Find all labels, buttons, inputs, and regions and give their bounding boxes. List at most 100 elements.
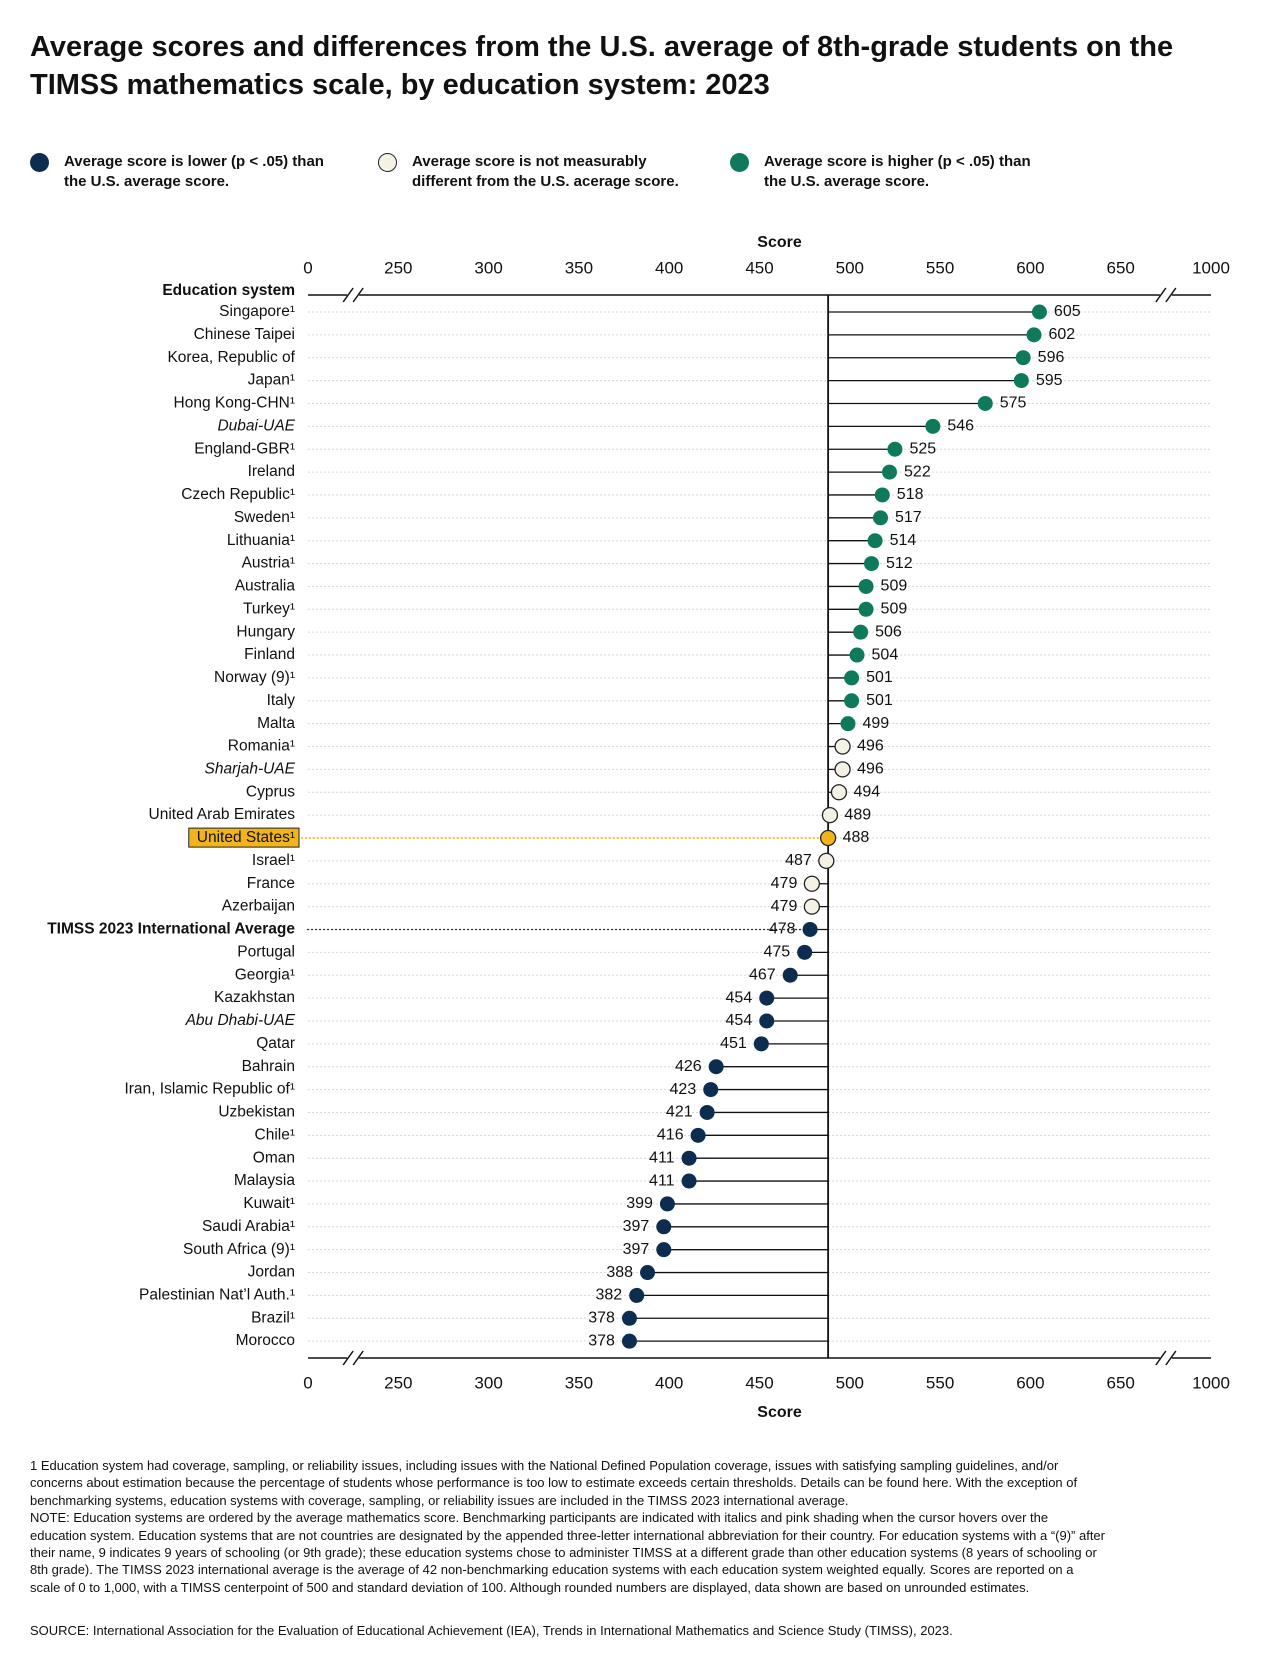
value-label: 575 (1000, 395, 1027, 412)
dot (759, 990, 775, 1006)
category-label: France (247, 875, 295, 892)
dot (830, 784, 848, 801)
x-tick-label: 1000 (1192, 258, 1230, 277)
category-label: Oman (253, 1149, 295, 1166)
category-label: Israel¹ (252, 852, 295, 869)
value-label: 416 (657, 1127, 684, 1144)
legend-label: Average score is higher (p < .05) than t… (764, 153, 1031, 190)
axis-break-mark (1155, 1350, 1167, 1366)
legend-marker (730, 153, 749, 172)
x-axis-title: Score (757, 234, 802, 251)
x-tick-label: 250 (384, 258, 412, 277)
category-label: Morocco (236, 1332, 295, 1349)
category-label: Jordan (248, 1264, 295, 1281)
dot (882, 464, 898, 480)
x-tick-label: 650 (1107, 1373, 1135, 1392)
axis-break-gap (1159, 292, 1172, 298)
source: SOURCE: International Association for th… (30, 1623, 953, 1638)
category-label: South Africa (9)¹ (183, 1241, 295, 1258)
category-label: Lithuania¹ (227, 532, 295, 549)
dot (753, 1036, 769, 1052)
dot (844, 670, 860, 686)
dot (1031, 304, 1047, 320)
x-tick-label: 550 (926, 258, 954, 277)
dot (803, 898, 821, 915)
category-label: Kuwait¹ (243, 1195, 295, 1212)
x-tick-label: 650 (1107, 258, 1135, 277)
category-label: Sweden¹ (234, 509, 295, 526)
value-label: 421 (666, 1104, 693, 1121)
value-label: 518 (897, 486, 924, 503)
axis-break-mark (342, 287, 354, 303)
value-label: 382 (595, 1287, 622, 1304)
category-label: Saudi Arabia¹ (202, 1218, 295, 1235)
axis-break-gap (347, 1355, 360, 1361)
axis-break-mark (1165, 287, 1177, 303)
value-label: 522 (904, 463, 931, 480)
x-tick-label: 350 (565, 1373, 593, 1392)
category-label: Malta (257, 715, 295, 732)
dot (858, 578, 874, 594)
category-label: Italy (267, 692, 296, 709)
dot (759, 1013, 775, 1029)
value-label: 509 (881, 578, 908, 595)
dot (858, 601, 874, 617)
category-label: Singapore¹ (219, 303, 295, 320)
dot (629, 1287, 645, 1303)
value-label: 423 (670, 1081, 697, 1098)
value-label: 475 (763, 944, 790, 961)
dot (925, 418, 941, 434)
legend-label: Average score is lower (p < .05) than th… (64, 153, 324, 190)
dot (640, 1265, 656, 1281)
dot (977, 395, 993, 411)
category-label: Chile¹ (255, 1126, 295, 1143)
axis-break-gap (1159, 1355, 1172, 1361)
value-label: 426 (675, 1058, 702, 1075)
dot (803, 875, 821, 892)
category-label: Portugal (237, 943, 295, 960)
footnote: 1 Education system had coverage, samplin… (30, 1458, 1078, 1508)
category-label: Korea, Republic of (167, 349, 295, 366)
dot (708, 1059, 724, 1075)
x-tick-label: 0 (303, 1373, 312, 1392)
x-tick-label: 600 (1016, 258, 1044, 277)
dot (802, 921, 818, 937)
x-tick-label: 350 (565, 258, 593, 277)
category-label: United Arab Emirates (149, 806, 296, 823)
value-label: 509 (881, 601, 908, 618)
legend-entry: Average score is lower (p < .05) than th… (30, 152, 330, 192)
dot (840, 716, 856, 732)
dot (853, 624, 869, 640)
legend-entry: Average score is not measurably differen… (378, 152, 679, 192)
legend-marker (378, 153, 397, 172)
category-label: Dubai-UAE (217, 417, 295, 434)
category-label: Abu Dhabi-UAE (185, 1012, 296, 1029)
value-label: 506 (875, 623, 902, 640)
value-label: 388 (606, 1264, 633, 1281)
x-tick-label: 400 (655, 1373, 683, 1392)
value-label: 411 (649, 1172, 675, 1189)
category-label: Azerbaijan (222, 898, 295, 915)
value-label: 454 (726, 1012, 753, 1029)
highlight-box (188, 827, 300, 848)
category-label: Czech Republic¹ (181, 486, 295, 503)
category-label: Austria¹ (242, 555, 295, 572)
value-label: 504 (872, 646, 899, 663)
dot (782, 967, 798, 983)
value-label: 512 (886, 555, 913, 572)
value-label: 451 (720, 1035, 747, 1052)
value-label: 397 (623, 1218, 650, 1235)
dot (681, 1150, 697, 1166)
category-label: TIMSS 2023 International Average (47, 921, 295, 938)
value-label: 496 (857, 738, 884, 755)
category-label: Turkey¹ (243, 600, 295, 617)
notes: 1 Education system had coverage, samplin… (30, 1457, 1105, 1596)
x-tick-label: 550 (926, 1373, 954, 1392)
footnote: NOTE: Education systems are ordered by t… (30, 1510, 1105, 1595)
value-label: 399 (626, 1195, 653, 1212)
dot (1013, 373, 1029, 389)
category-label: Chinese Taipei (194, 326, 295, 343)
value-label: 378 (588, 1332, 615, 1349)
category-label: Georgia¹ (235, 966, 295, 983)
